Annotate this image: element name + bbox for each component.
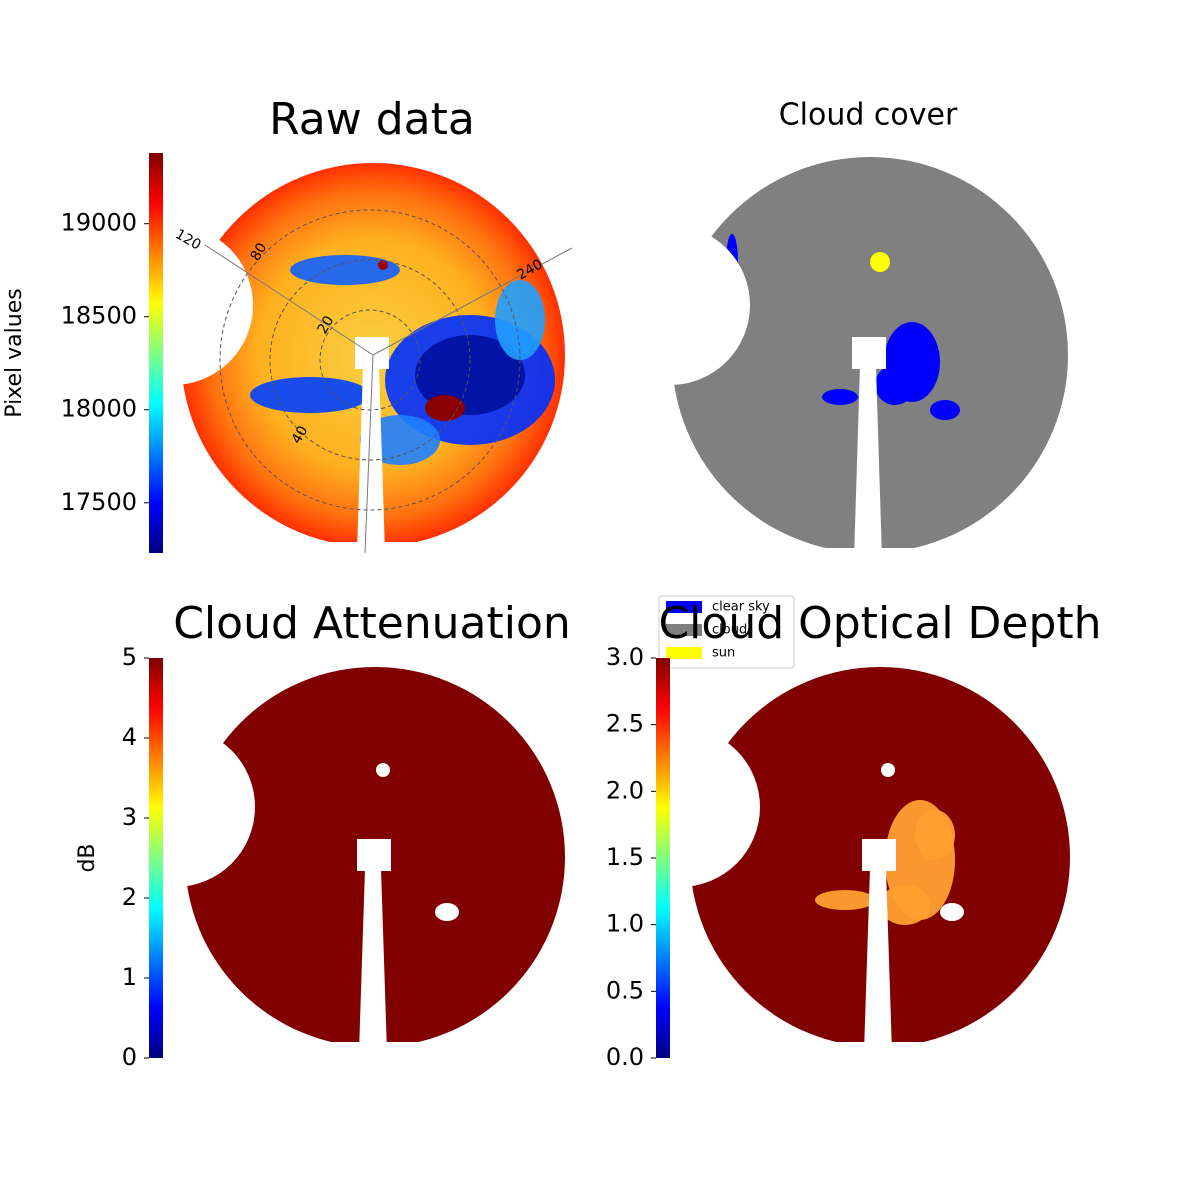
legend-label: sun — [712, 646, 735, 661]
mask — [590, 225, 750, 385]
tick-label: 18000 — [61, 395, 137, 423]
blob — [250, 377, 370, 413]
mask — [359, 869, 387, 1052]
tick-label: 0.0 — [606, 1043, 644, 1071]
blob — [415, 335, 525, 415]
tick-label: 18500 — [61, 302, 137, 330]
blob — [378, 260, 388, 270]
legend-patch — [666, 647, 702, 659]
polar-grid — [269, 259, 471, 461]
blob — [425, 395, 465, 421]
mask — [600, 727, 760, 887]
tick-label: 19000 — [61, 209, 137, 237]
sky-image — [95, 667, 570, 1062]
clear-region — [930, 400, 960, 420]
colorbar-label: Pixel values — [2, 288, 27, 417]
tick-label: 0 — [122, 1043, 137, 1071]
tick-label: 1.0 — [606, 910, 644, 938]
sun-mask — [881, 763, 895, 777]
polar-grid — [219, 209, 521, 511]
polar-axis — [372, 247, 573, 356]
mask — [180, 1042, 570, 1062]
mask — [940, 903, 964, 921]
legend-label: clear sky — [712, 600, 770, 615]
polar-label: 40 — [289, 423, 312, 446]
blob — [815, 890, 875, 910]
legend: clear sky cloud sun — [658, 595, 795, 669]
polar-grid — [319, 309, 421, 411]
mask — [93, 225, 253, 385]
mask — [852, 337, 886, 369]
panel-title: Cloud cover — [779, 98, 958, 133]
polar-label: 80 — [248, 240, 271, 263]
blob — [915, 810, 955, 860]
blob — [290, 255, 400, 285]
legend-patch — [666, 601, 702, 613]
colorbar — [656, 658, 670, 1058]
panel-title: Raw data — [269, 94, 475, 145]
sun-mask — [376, 763, 390, 777]
mask — [667, 548, 1073, 568]
panel-title: Cloud Attenuation — [173, 598, 571, 649]
blob — [495, 280, 545, 360]
tick-label: 17500 — [61, 488, 137, 516]
mask — [355, 337, 389, 369]
mask — [357, 839, 391, 871]
mask — [854, 367, 882, 558]
mask — [864, 869, 892, 1052]
tick-label: 1.5 — [606, 843, 644, 871]
tick-label: 4 — [122, 723, 137, 751]
mask — [176, 542, 570, 562]
colorbar — [149, 658, 163, 1058]
clear-region — [875, 365, 915, 405]
tick-label: 1 — [122, 963, 137, 991]
polar-axis — [364, 354, 374, 554]
mask — [685, 1042, 1075, 1062]
tick-label: 2.0 — [606, 776, 644, 804]
polar-axis — [204, 244, 374, 356]
colorbar-label: dB — [75, 843, 100, 872]
tick-label: 0.5 — [606, 976, 644, 1004]
sky-image — [600, 667, 1075, 1062]
clear-region — [822, 389, 858, 405]
panel-title: Cloud Optical Depth — [658, 598, 1101, 649]
tick-label: 3 — [122, 803, 137, 831]
sky-image — [590, 157, 1073, 568]
colorbar — [149, 153, 163, 553]
tick-label: 5 — [122, 643, 137, 671]
tick-label: 3.0 — [606, 643, 644, 671]
tick-label: 2.5 — [606, 710, 644, 738]
mask — [95, 727, 255, 887]
sky-image — [93, 163, 573, 562]
legend-patch — [666, 624, 702, 636]
mask — [435, 903, 459, 921]
sun-marker — [870, 252, 890, 272]
legend-label: cloud — [712, 623, 747, 638]
tick-label: 2 — [122, 883, 137, 911]
polar-label: 20 — [315, 313, 338, 336]
blob — [880, 885, 930, 925]
mask — [862, 839, 896, 871]
